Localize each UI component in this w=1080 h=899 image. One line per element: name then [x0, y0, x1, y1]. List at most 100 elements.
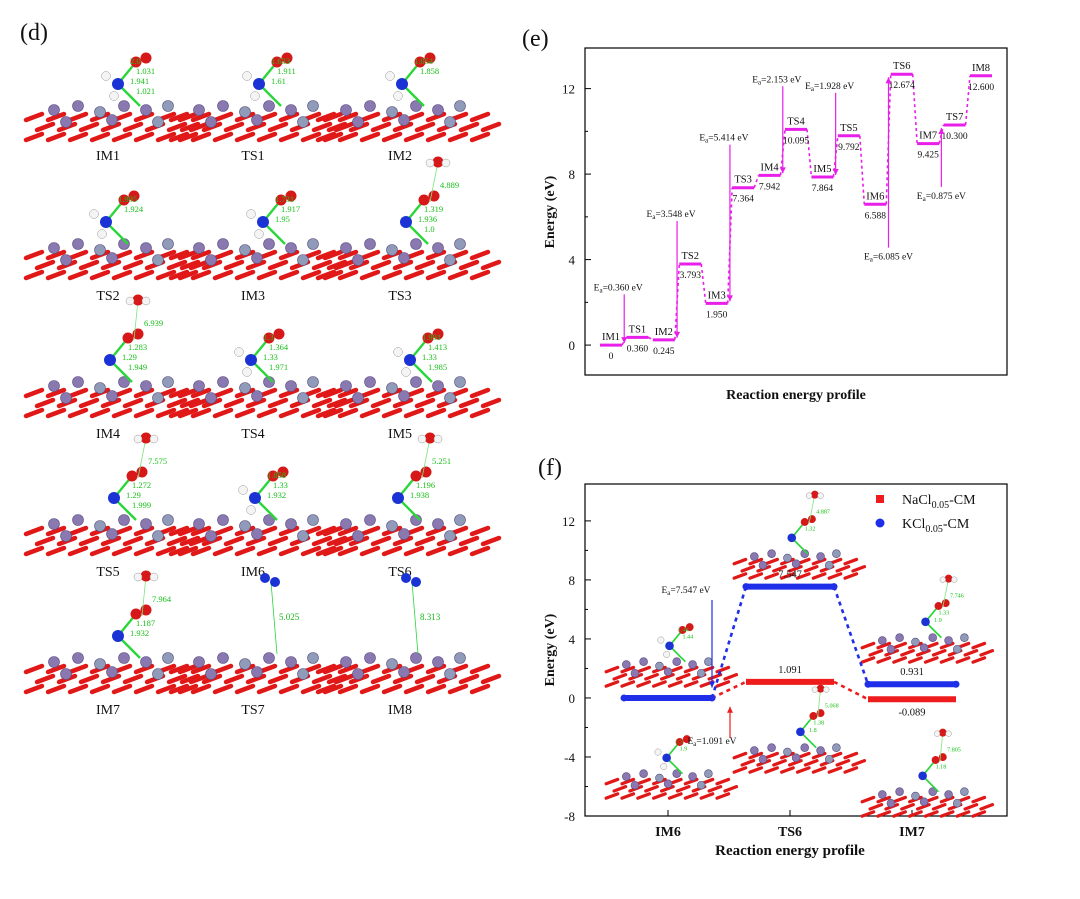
structure-ts5-slab-bond	[133, 525, 155, 537]
panel-f-barrier-label-blue-value: =7.547 eV	[670, 586, 710, 596]
inset-ts6-bottom-metal-atom	[758, 754, 768, 764]
inset-im7-bottom-nitrogen-atom	[918, 771, 927, 781]
structure-ts6-slab-bond	[392, 535, 414, 547]
structure-label-ts3: TS3	[388, 289, 411, 304]
structure-ts7-metal-atom	[263, 652, 275, 664]
structure-ts4-slab-bond	[168, 407, 190, 419]
inset-im7-bottom-metal-atom	[928, 787, 937, 796]
structure-im8-slab-bond	[337, 683, 359, 695]
structure-im1-slab-bond	[155, 131, 177, 143]
inset-im7-top-metal-atom	[952, 644, 962, 654]
structure-ts3-slab-bond	[359, 269, 381, 281]
structure-ts2-metal-atom	[152, 254, 164, 266]
structure-ts2-slab-bond	[23, 269, 45, 281]
structure-ts5-metal-atom	[162, 514, 174, 526]
inset-ts6-bottom-slab-bond	[835, 759, 851, 767]
structure-ts3-metal-atom	[444, 254, 456, 266]
structure-ts1-hydrogen-atom	[250, 91, 260, 101]
inset-im7-bottom-slab-bond	[876, 810, 892, 818]
inset-im6-bottom-slab-bond	[699, 792, 715, 800]
inset-im6-top-slab-bond	[612, 673, 628, 681]
inset-ts6-bottom-metal-atom	[767, 743, 776, 752]
structure-ts7-slab-bond	[190, 683, 212, 695]
inset-im6-top-metal-atom	[672, 657, 681, 666]
structure-im5-slab-bond	[370, 397, 392, 409]
structure-ts5-metal-atom	[60, 530, 72, 542]
structure-im7-slab-bond	[67, 683, 89, 695]
inset-ts6-top-slab-bond	[795, 572, 811, 580]
structure-ts6-slab-bond	[480, 535, 502, 547]
inset-ts6-bottom-slab-bond	[843, 751, 859, 760]
panel-e-barrier-label-subscript: a	[870, 256, 874, 264]
structure-ts1-nitrogen-atom	[253, 78, 265, 90]
structure-im3-slab-bond	[212, 269, 234, 281]
structure-im8-slab-bond	[414, 673, 436, 685]
panel-e-x-axis-label: Reaction energy profile	[726, 388, 866, 403]
inset-im7-top-slab-bond	[900, 649, 915, 657]
inset-im6-bottom-slab-bond	[644, 785, 659, 793]
panel-e-value-label-im3: 1.950	[706, 310, 728, 320]
panel-f-y-tick-label: 12	[562, 514, 575, 529]
structure-im1-slab-bond	[177, 111, 199, 123]
inset-ts6-bottom: 5.068 1.381.8	[732, 684, 867, 774]
structure-im3-slab-bond	[278, 249, 300, 261]
structure-ts4-slab-bond	[223, 397, 245, 409]
structure-label-im3: IM3	[241, 289, 265, 304]
structure-ts7: 5.025 TS7	[168, 573, 355, 718]
structure-im2-slab-bond	[359, 131, 381, 143]
inset-im7-bottom-slab-bond	[979, 803, 995, 811]
structure-ts6-slab-bond	[337, 525, 359, 537]
panel-e-barrier-label-prefix: E	[864, 253, 870, 263]
panel-e-barrier-arrowhead	[885, 77, 892, 84]
structure-im7-water-oxygen-atom	[140, 570, 152, 582]
structure-im2-slab-bond	[403, 131, 425, 143]
panel-e-state-label-ts1: TS1	[629, 324, 647, 335]
inset-ts6-bottom-distance-line	[817, 688, 821, 718]
structure-ts6-slab-bond	[315, 525, 337, 537]
panel-e-value-label-im2: 0.245	[653, 347, 675, 357]
structure-ts6-metal-atom	[386, 520, 398, 532]
structure-im7-metal-atom	[162, 652, 174, 664]
structure-ts5-metal-atom	[118, 514, 130, 526]
inset-im7-bottom-slab-bond	[876, 795, 892, 804]
inset-ts6-bottom-distance-label: 1.8	[809, 728, 817, 734]
panel-e-barrier-label-subscript: a	[811, 85, 815, 93]
structure-im8-slab-bond	[425, 663, 447, 675]
panel-f-connector-0	[711, 680, 747, 700]
structure-im6-slab-bond	[212, 525, 234, 537]
structure-im4-slab-bond	[111, 407, 133, 419]
structure-im1-slab-bond	[122, 121, 144, 133]
structure-ts7-slab-bond	[311, 673, 333, 685]
structure-im6-distance-label: 1.33	[273, 480, 288, 490]
structure-im8-distance-line	[411, 581, 419, 655]
structure-im8-slab-bond	[403, 683, 425, 695]
structure-ts7-nitrogen-atom	[260, 573, 270, 583]
structure-im4-metal-atom	[118, 376, 130, 388]
inset-ts6-bottom-slab-bond	[787, 759, 803, 767]
inset-im7-top-slab-bond	[876, 656, 892, 664]
structure-ts5-slab-bond	[67, 545, 89, 557]
inset-im7-bottom-slab-bond	[900, 803, 915, 811]
structure-im2-metal-atom	[364, 100, 376, 112]
structure-im2-oxygen-atom	[414, 56, 426, 68]
structure-im4-slab-bond	[133, 387, 155, 399]
structure-ts7-metal-atom	[297, 668, 309, 680]
structure-im2-metal-atom	[454, 100, 466, 112]
structure-im2-slab-bond	[480, 121, 502, 133]
structure-im6-slab-bond	[234, 545, 256, 557]
inset-im7-bottom: 7.805 1.18	[860, 728, 995, 818]
structure-im6-slab-bond	[190, 545, 212, 557]
inset-im6-bottom-slab-bond	[715, 792, 731, 800]
panel-e-barrier-label-subscript: a	[652, 213, 656, 221]
panel-e-value-label-im8: 12.600	[968, 83, 994, 93]
inset-im7-bottom-slab-bond	[860, 810, 876, 818]
structure-ts7-slab-bond	[322, 683, 344, 695]
inset-ts6-top-hydrogen-atom	[817, 492, 824, 499]
structure-ts1-slab-bond	[179, 121, 201, 133]
panel-f-legend-label-base: KCl	[902, 517, 925, 532]
structure-ts4-slab-bond	[267, 397, 289, 409]
panel-e-y-tick-label: 4	[569, 253, 576, 268]
structure-ts3-slab-bond	[370, 259, 392, 271]
structure-ts7-slab-bond	[322, 663, 344, 675]
